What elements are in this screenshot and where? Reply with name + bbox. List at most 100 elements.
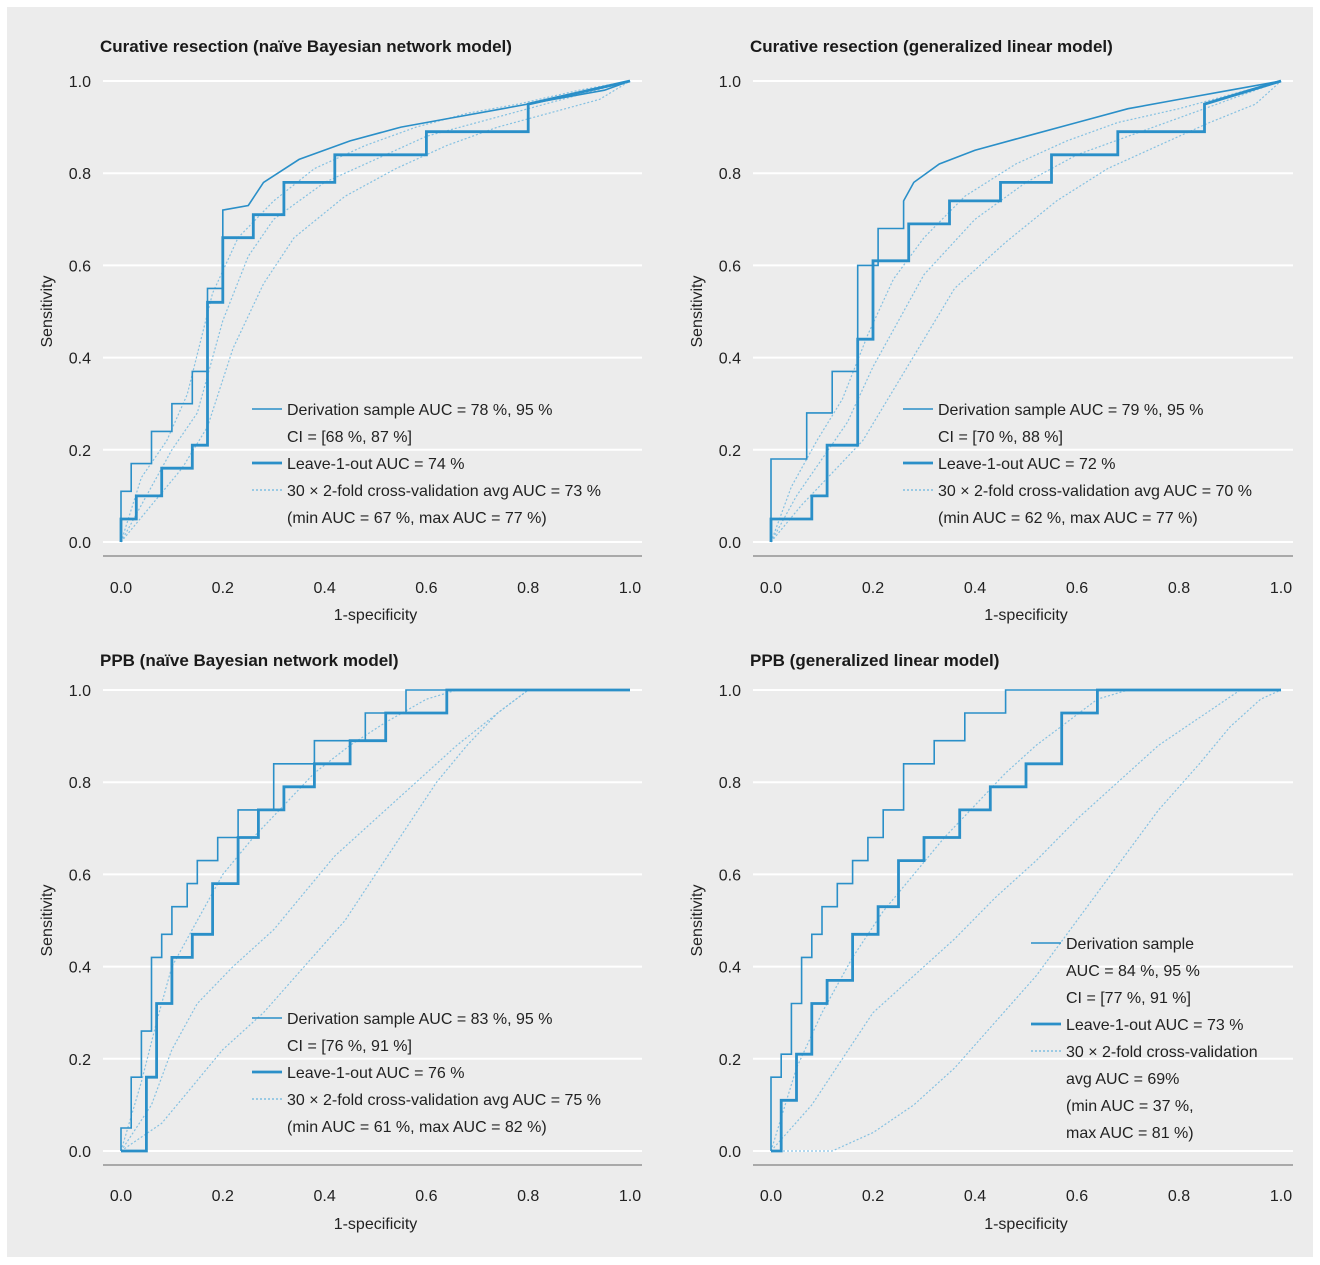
y-tick-label: 0.0 bbox=[69, 535, 91, 552]
legend-label: (min AUC = 62 %, max AUC = 77 %) bbox=[938, 510, 1198, 527]
chart-panel-4: PPB (generalized linear model) 0.0 0.2 0.4 0… bbox=[689, 651, 1293, 1233]
x-axis-label: 1-specificity bbox=[334, 1216, 418, 1233]
legend-label: (min AUC = 37 %, bbox=[1066, 1098, 1194, 1115]
roc-curve-thick-2 bbox=[121, 688, 630, 1153]
x-tick-label: 0.8 bbox=[517, 1188, 539, 1205]
roc-curve-thin-1 bbox=[770, 80, 1282, 542]
y-tick-label: 1.0 bbox=[719, 74, 741, 91]
y-tick-label: 0.2 bbox=[69, 1052, 91, 1069]
x-tick-label: 0.4 bbox=[313, 1188, 335, 1205]
roc-curve-dotted-5 bbox=[120, 689, 630, 1152]
legend-label: Derivation sample AUC = 83 %, 95 % bbox=[287, 1011, 552, 1028]
legend-label: 30 × 2-fold cross-validation avg AUC = 7… bbox=[287, 483, 601, 500]
x-tick-label: 0.6 bbox=[1066, 1188, 1088, 1205]
y-axis-label: Sensitivity bbox=[39, 275, 56, 347]
y-tick-label: 0.0 bbox=[719, 535, 741, 552]
legend-label: CI = [76 %, 91 %] bbox=[287, 1038, 412, 1055]
x-tick-label: 0.0 bbox=[760, 1188, 782, 1205]
roc-curve-dotted-3 bbox=[120, 80, 631, 543]
x-tick-label: 0.6 bbox=[1066, 580, 1088, 597]
roc-curve-dotted-4 bbox=[770, 689, 1281, 1152]
chart-title: Curative resection (naïve Bayesian netwo… bbox=[100, 37, 512, 56]
x-tick-label: 0.2 bbox=[862, 580, 884, 597]
y-tick-label: 1.0 bbox=[69, 74, 91, 91]
legend-label: AUC = 84 %, 95 % bbox=[1066, 963, 1200, 980]
roc-curve-thin-1 bbox=[770, 689, 1281, 1151]
y-tick-label: 0.2 bbox=[719, 1052, 741, 1069]
y-tick-label: 0.0 bbox=[719, 1144, 741, 1161]
legend-label: 30 × 2-fold cross-validation bbox=[1066, 1044, 1258, 1061]
roc-curve-thin-1 bbox=[120, 80, 631, 542]
roc-curve-dotted-3 bbox=[770, 689, 1281, 1152]
chart-title: PPB (generalized linear model) bbox=[750, 651, 999, 670]
legend-label: 30 × 2-fold cross-validation avg AUC = 7… bbox=[938, 483, 1252, 500]
x-tick-label: 0.8 bbox=[517, 580, 539, 597]
x-tick-label: 0.4 bbox=[964, 580, 986, 597]
x-axis-label: 1-specificity bbox=[984, 1216, 1068, 1233]
legend-label: Derivation sample AUC = 78 %, 95 % bbox=[287, 402, 552, 419]
y-tick-label: 0.6 bbox=[719, 258, 741, 275]
legend-label: CI = [77 %, 91 %] bbox=[1066, 990, 1191, 1007]
y-tick-label: 0.2 bbox=[69, 443, 91, 460]
chart-title: PPB (naïve Bayesian network model) bbox=[100, 651, 399, 670]
y-tick-label: 0.4 bbox=[719, 960, 741, 977]
roc-curve-dotted-5 bbox=[771, 689, 1282, 1152]
legend-label: CI = [68 %, 87 %] bbox=[287, 429, 412, 446]
legend-label: Leave-1-out AUC = 74 % bbox=[287, 456, 464, 473]
x-axis-label: 1-specificity bbox=[334, 607, 418, 624]
x-tick-label: 0.4 bbox=[313, 580, 335, 597]
y-tick-label: 0.4 bbox=[719, 351, 741, 368]
chart-panel-2: Curative resection (generalized linear m… bbox=[689, 37, 1293, 624]
y-axis-label: Sensitivity bbox=[689, 275, 706, 347]
y-tick-label: 1.0 bbox=[719, 683, 741, 700]
y-tick-label: 0.6 bbox=[69, 258, 91, 275]
x-tick-label: 0.0 bbox=[760, 580, 782, 597]
y-tick-label: 0.8 bbox=[69, 775, 91, 792]
x-tick-label: 0.2 bbox=[862, 1188, 884, 1205]
x-tick-label: 0.4 bbox=[964, 1188, 986, 1205]
x-tick-label: 0.8 bbox=[1168, 580, 1190, 597]
chart-panel-1: Curative resection (naïve Bayesian netwo… bbox=[39, 37, 642, 624]
y-tick-label: 0.4 bbox=[69, 960, 91, 977]
y-tick-label: 1.0 bbox=[69, 683, 91, 700]
chart-panel-3: PPB (naïve Bayesian network model) 0.0 0.2… bbox=[39, 651, 642, 1233]
roc-curve-thick-2 bbox=[119, 79, 631, 542]
roc-curve-thick-2 bbox=[769, 79, 1282, 542]
x-axis-label: 1-specificity bbox=[984, 607, 1068, 624]
roc-curve-dotted-4 bbox=[770, 80, 1282, 543]
legend-label: Leave-1-out AUC = 76 % bbox=[287, 1065, 464, 1082]
legend-label: max AUC = 81 %) bbox=[1066, 1125, 1194, 1142]
x-tick-label: 1.0 bbox=[1270, 580, 1292, 597]
y-tick-label: 0.6 bbox=[719, 867, 741, 884]
x-tick-label: 0.2 bbox=[212, 1188, 234, 1205]
y-tick-label: 0.2 bbox=[719, 443, 741, 460]
x-tick-label: 1.0 bbox=[619, 1188, 641, 1205]
legend-label: (min AUC = 67 %, max AUC = 77 %) bbox=[287, 510, 547, 527]
y-tick-label: 0.4 bbox=[69, 351, 91, 368]
legend-label: avg AUC = 69% bbox=[1066, 1071, 1179, 1088]
chart-title: Curative resection (generalized linear m… bbox=[750, 37, 1113, 56]
y-axis-label: Sensitivity bbox=[39, 884, 56, 956]
x-tick-label: 1.0 bbox=[619, 580, 641, 597]
legend-label: CI = [70 %, 88 %] bbox=[938, 429, 1063, 446]
roc-curve-dotted-4 bbox=[120, 689, 630, 1152]
legend-label: Derivation sample bbox=[1066, 936, 1194, 953]
roc-curve-thick-2 bbox=[771, 688, 1281, 1153]
roc-curve-dotted-5 bbox=[120, 80, 631, 543]
x-tick-label: 1.0 bbox=[1270, 1188, 1292, 1205]
x-tick-label: 0.0 bbox=[110, 580, 132, 597]
legend-label: 30 × 2-fold cross-validation avg AUC = 7… bbox=[287, 1092, 601, 1109]
y-tick-label: 0.6 bbox=[69, 867, 91, 884]
legend-label: Derivation sample AUC = 79 %, 95 % bbox=[938, 402, 1203, 419]
x-tick-label: 0.6 bbox=[415, 580, 437, 597]
x-tick-label: 0.0 bbox=[110, 1188, 132, 1205]
x-tick-label: 0.8 bbox=[1168, 1188, 1190, 1205]
x-tick-label: 0.6 bbox=[415, 1188, 437, 1205]
legend-label: (min AUC = 61 %, max AUC = 82 %) bbox=[287, 1119, 547, 1136]
y-tick-label: 0.0 bbox=[69, 1144, 91, 1161]
y-axis-label: Sensitivity bbox=[689, 884, 706, 956]
roc-curve-thin-1 bbox=[120, 689, 630, 1151]
figure-background bbox=[7, 7, 1313, 1257]
legend-label: Leave-1-out AUC = 73 % bbox=[1066, 1017, 1243, 1034]
